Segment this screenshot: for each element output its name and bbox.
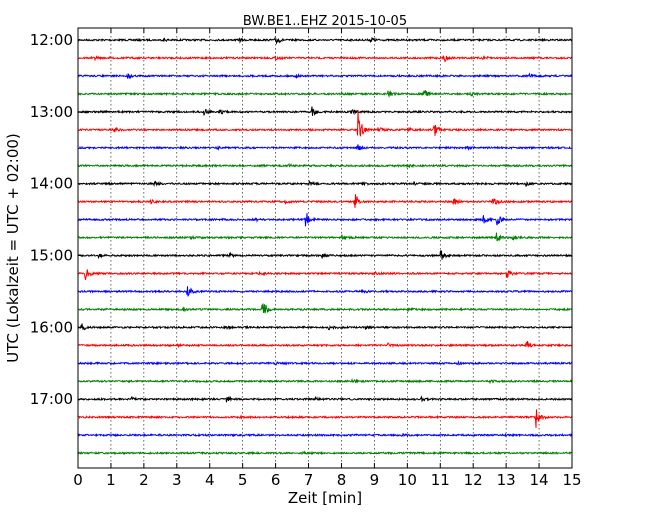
trace-1345 xyxy=(77,162,573,169)
x-axis-label: Zeit [min] xyxy=(288,489,362,507)
x-tick-label: 1 xyxy=(106,471,116,489)
trace-1715 xyxy=(77,409,573,428)
trace-1445 xyxy=(77,232,573,242)
x-tick-label: 7 xyxy=(304,471,314,489)
x-tick-label: 15 xyxy=(562,471,581,489)
trace-1545 xyxy=(77,303,573,314)
x-tick-label: 10 xyxy=(398,471,417,489)
trace-1500 xyxy=(77,250,573,260)
x-tick-label: 9 xyxy=(370,471,380,489)
x-tick-label: 13 xyxy=(497,471,516,489)
trace-1245 xyxy=(77,89,573,98)
grid-lines xyxy=(110,28,540,468)
x-tick-label: 14 xyxy=(530,471,549,489)
trace-1400 xyxy=(77,179,573,188)
x-tick-label: 5 xyxy=(238,471,248,489)
trace-1530 xyxy=(77,286,573,297)
y-tick-label: 16:00 xyxy=(30,318,73,336)
trace-group xyxy=(77,36,573,456)
y-axis-label: UTC (Lokalzeit = UTC + 02:00) xyxy=(4,133,22,363)
trace-1630 xyxy=(77,359,573,366)
y-tick-label: 14:00 xyxy=(30,175,73,193)
x-tick-label: 3 xyxy=(172,471,182,489)
x-tick-label: 8 xyxy=(337,471,347,489)
trace-1615 xyxy=(77,341,573,349)
chart-title: BW.BE1..EHZ 2015-10-05 xyxy=(243,14,407,29)
y-axis: 12:00 13:00 14:00 15:00 16:00 17:00 xyxy=(30,31,572,408)
trace-1730 xyxy=(77,432,573,438)
x-tick-label: 11 xyxy=(431,471,450,489)
y-tick-label: 13:00 xyxy=(30,103,73,121)
plot-frame xyxy=(77,27,573,469)
y-tick-label: 15:00 xyxy=(30,247,73,265)
trace-1300 xyxy=(77,106,573,117)
trace-1230 xyxy=(77,72,573,80)
trace-1415 xyxy=(77,194,573,208)
x-tick-label: 12 xyxy=(464,471,483,489)
trace-1745 xyxy=(77,450,573,456)
y-tick-label: 12:00 xyxy=(30,31,73,49)
x-tick-label: 4 xyxy=(205,471,215,489)
trace-1700 xyxy=(77,395,572,403)
x-axis: 0 1 2 3 4 5 6 7 8 9 10 11 12 13 14 15 xyxy=(73,28,582,489)
trace-1600 xyxy=(77,323,573,331)
x-tick-label: 6 xyxy=(271,471,281,489)
trace-1515 xyxy=(77,269,573,280)
x-tick-label: 2 xyxy=(139,471,149,489)
trace-1330 xyxy=(77,144,573,151)
x-tick-label: 0 xyxy=(73,471,83,489)
trace-1200 xyxy=(77,36,573,45)
trace-1315 xyxy=(77,110,573,137)
y-tick-label: 17:00 xyxy=(30,390,73,408)
trace-1645 xyxy=(77,377,573,385)
trace-1430 xyxy=(77,213,573,227)
trace-1215 xyxy=(77,55,573,63)
